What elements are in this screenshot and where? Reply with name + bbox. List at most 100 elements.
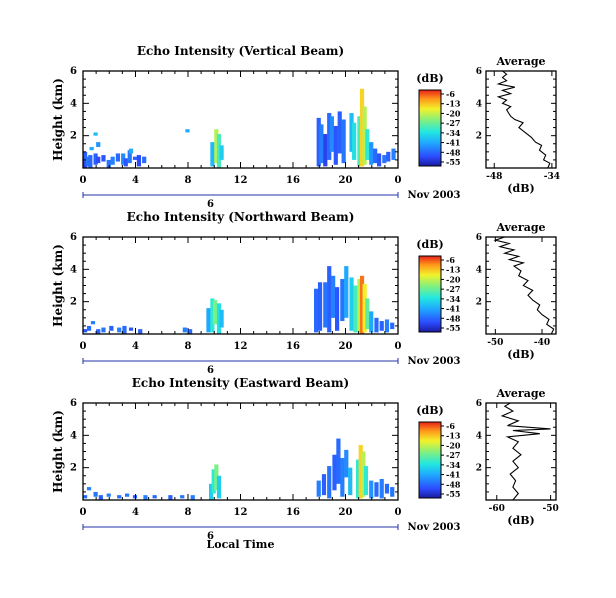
echo-cell xyxy=(348,467,353,496)
y-axis-label: Height (km) xyxy=(51,78,65,161)
echo-cell xyxy=(219,309,224,328)
echo-cell xyxy=(98,495,103,500)
echo-cell xyxy=(216,303,222,334)
avg-y-tick-label: 4 xyxy=(476,99,482,109)
colorbar-tick-label: -48 xyxy=(446,313,461,323)
echo-cell xyxy=(314,288,319,333)
echo-cell xyxy=(369,311,374,333)
x-tick-label: 12 xyxy=(234,507,248,518)
echo-cell xyxy=(86,325,92,331)
echo-cell xyxy=(386,151,391,162)
colorbar-tick-label: -27 xyxy=(446,118,460,128)
echo-cell xyxy=(125,493,130,497)
colorbar-tick-label: -41 xyxy=(446,138,460,148)
echo-cell xyxy=(86,487,92,491)
echo-cell xyxy=(210,142,215,167)
echo-cell xyxy=(96,142,101,147)
echo-cell xyxy=(363,466,369,496)
avg-x-tick-label: -40 xyxy=(534,338,550,348)
avg-x-label: (dB) xyxy=(507,182,534,195)
echo-cell xyxy=(374,482,379,497)
echo-cell xyxy=(327,113,332,160)
echo-cell xyxy=(127,150,132,164)
avg-title: Average xyxy=(495,387,545,400)
avg-y-tick-label: 4 xyxy=(476,265,482,275)
y-axis-label: Height (km) xyxy=(51,410,65,493)
echo-cell xyxy=(106,159,111,168)
echo-cell xyxy=(168,495,173,500)
x-tick-label: 4 xyxy=(132,507,139,518)
avg-x-tick-label: -50 xyxy=(542,504,558,514)
echo-cell xyxy=(374,317,379,333)
echo-cell xyxy=(332,454,337,491)
avg-frame xyxy=(485,70,557,169)
echo-cell xyxy=(353,285,358,333)
x-tick-label: 4 xyxy=(132,175,139,186)
echo-cell xyxy=(211,469,216,494)
x-tick-label: 0 xyxy=(395,175,402,186)
x-tick-label: 0 xyxy=(80,175,87,186)
echo-cell xyxy=(373,148,378,164)
echo-cell xyxy=(214,464,219,491)
colorbar-tick-label: -13 xyxy=(446,99,461,109)
echo-cell xyxy=(357,279,362,333)
colorbar-tick-label: -20 xyxy=(446,108,461,118)
colorbar-tick-label: -41 xyxy=(446,304,460,314)
x-tick-label: 8 xyxy=(185,507,192,518)
echo-cell xyxy=(349,277,354,331)
avg-y-tick-label: 2 xyxy=(476,298,482,308)
echo-cell xyxy=(344,266,349,318)
colorbar xyxy=(418,255,442,333)
y-tick-label: 2 xyxy=(70,131,77,142)
x-tick-label: 0 xyxy=(395,507,402,518)
echo-cell xyxy=(152,495,157,499)
echo-cell xyxy=(359,88,365,167)
panel-title: Echo Intensity (Vertical Beam) xyxy=(137,44,344,58)
echo-cell xyxy=(89,146,94,151)
x-tick-label: 20 xyxy=(339,341,353,352)
echo-cell xyxy=(362,106,367,165)
echo-cell xyxy=(384,483,390,494)
y-tick-label: 6 xyxy=(70,66,77,77)
colorbar-tick-label: -48 xyxy=(446,479,461,489)
avg-y-tick-label: 2 xyxy=(476,464,482,474)
echo-cell xyxy=(117,495,122,499)
echo-cell xyxy=(106,493,111,497)
avg-frame xyxy=(485,236,557,335)
avg-y-tick-label: 2 xyxy=(476,132,482,142)
colorbar-tick-label: -55 xyxy=(446,323,460,333)
avg-y-tick-label: 6 xyxy=(476,67,482,77)
y-tick-label: 4 xyxy=(70,430,77,441)
date-label: Nov 2003 xyxy=(408,190,461,201)
colorbar-tick-label: -20 xyxy=(446,274,461,284)
avg-frame xyxy=(485,402,557,501)
echo-cell xyxy=(83,151,88,162)
echo-cell xyxy=(101,155,106,162)
echo-cell xyxy=(93,132,98,136)
echo-cell xyxy=(117,327,122,333)
colorbar-tick-label: -13 xyxy=(446,431,461,441)
echo-cell xyxy=(83,161,88,168)
colorbar-unit: (dB) xyxy=(416,404,443,417)
y-tick-label: 6 xyxy=(70,398,77,409)
echo-cell xyxy=(336,438,341,484)
avg-y-tick-label: 4 xyxy=(476,431,482,441)
avg-title: Average xyxy=(495,221,545,234)
echo-cell xyxy=(182,327,187,333)
echo-cell xyxy=(219,145,224,160)
echo-cell xyxy=(319,124,324,164)
echo-cell xyxy=(356,459,361,499)
echo-cell xyxy=(214,129,219,164)
echo-cell xyxy=(212,300,218,325)
echo-cell xyxy=(340,279,345,322)
echo-cell xyxy=(377,153,382,167)
colorbar-tick-label: -27 xyxy=(446,450,460,460)
colorbar-unit: (dB) xyxy=(416,238,443,251)
echo-cell xyxy=(341,119,346,164)
echo-cell xyxy=(180,495,185,499)
colorbar-tick-label: -20 xyxy=(446,440,461,450)
echo-cell xyxy=(390,487,395,497)
y-tick-label: 4 xyxy=(70,264,77,275)
avg-x-tick-label: -48 xyxy=(486,172,502,182)
colorbar xyxy=(418,421,442,499)
